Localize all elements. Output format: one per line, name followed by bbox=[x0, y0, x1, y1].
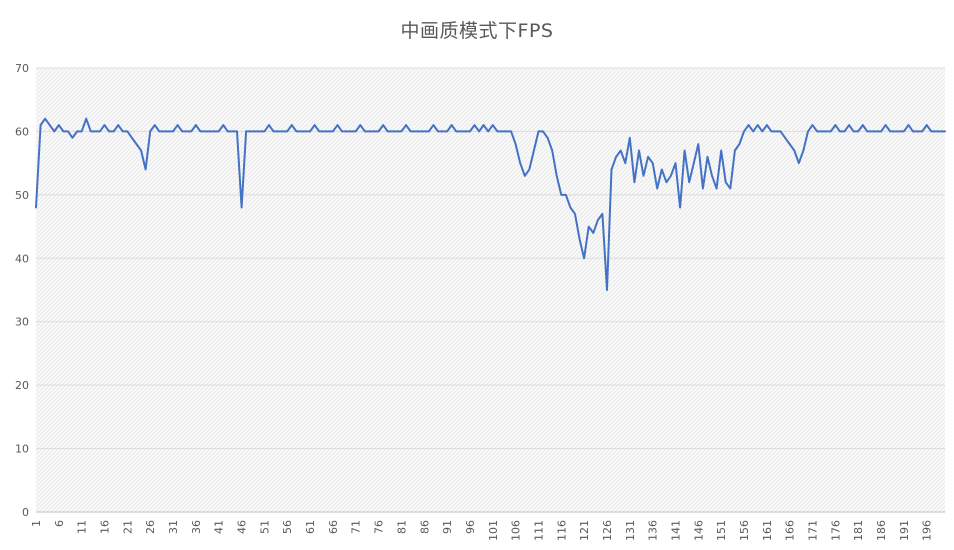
y-axis-label: 50 bbox=[15, 189, 29, 202]
y-axis-label: 70 bbox=[15, 62, 29, 75]
x-axis-label: 6 bbox=[53, 520, 66, 527]
x-axis-label: 46 bbox=[236, 520, 249, 534]
x-axis-label: 36 bbox=[190, 520, 203, 534]
x-axis-label: 111 bbox=[532, 520, 545, 541]
y-axis-labels: 0 10 20 30 40 50 60 70 bbox=[15, 62, 29, 519]
x-axis-label: 86 bbox=[418, 520, 431, 534]
x-axis-labels: 1 6 11 16 21 26 31 36 41 46 51 56 61 66 71 76 81 86 91 96 10… bbox=[30, 520, 934, 541]
x-axis-label: 151 bbox=[715, 520, 728, 541]
x-axis-label: 176 bbox=[829, 520, 842, 541]
x-axis-label: 126 bbox=[601, 520, 614, 541]
x-axis-label: 146 bbox=[692, 520, 705, 541]
x-axis-label: 191 bbox=[898, 520, 911, 541]
y-axis-label: 10 bbox=[15, 443, 29, 456]
x-axis-label: 26 bbox=[144, 520, 157, 534]
x-axis-label: 121 bbox=[578, 520, 591, 541]
x-axis-label: 41 bbox=[213, 520, 226, 534]
x-axis-label: 141 bbox=[669, 520, 682, 541]
plot-background-hatch bbox=[36, 68, 945, 512]
x-axis-label: 186 bbox=[875, 520, 888, 541]
y-axis-label: 60 bbox=[15, 125, 29, 138]
x-axis-label: 116 bbox=[555, 520, 568, 541]
y-axis-label: 0 bbox=[22, 506, 29, 519]
y-axis-label: 40 bbox=[15, 252, 29, 265]
x-axis-label: 16 bbox=[99, 520, 112, 534]
x-axis-label: 76 bbox=[373, 520, 386, 534]
x-axis-label: 106 bbox=[510, 520, 523, 541]
x-axis-label: 136 bbox=[647, 520, 660, 541]
y-axis-label: 30 bbox=[15, 316, 29, 329]
x-axis-label: 91 bbox=[441, 520, 454, 534]
x-axis-label: 1 bbox=[30, 520, 43, 527]
x-axis-label: 51 bbox=[258, 520, 271, 534]
x-axis-label: 61 bbox=[304, 520, 317, 534]
x-axis-label: 11 bbox=[76, 520, 89, 534]
x-axis-label: 81 bbox=[395, 520, 408, 534]
x-axis-label: 181 bbox=[852, 520, 865, 541]
x-axis-label: 166 bbox=[784, 520, 797, 541]
y-axis-label: 20 bbox=[15, 379, 29, 392]
x-axis-label: 161 bbox=[761, 520, 774, 541]
x-axis-label: 131 bbox=[624, 520, 637, 541]
x-axis-label: 31 bbox=[167, 520, 180, 534]
x-axis-label: 171 bbox=[807, 520, 820, 541]
x-axis-label: 71 bbox=[350, 520, 363, 534]
x-axis-label: 56 bbox=[281, 520, 294, 534]
x-axis-label: 21 bbox=[121, 520, 134, 534]
chart-title: 中画质模式下FPS bbox=[400, 20, 554, 42]
x-axis-label: 66 bbox=[327, 520, 340, 534]
x-axis-label: 156 bbox=[738, 520, 751, 541]
x-axis-label: 101 bbox=[487, 520, 500, 541]
x-axis-label: 196 bbox=[921, 520, 934, 541]
fps-series-line bbox=[35, 117, 946, 291]
x-axis-label: 96 bbox=[464, 520, 477, 534]
